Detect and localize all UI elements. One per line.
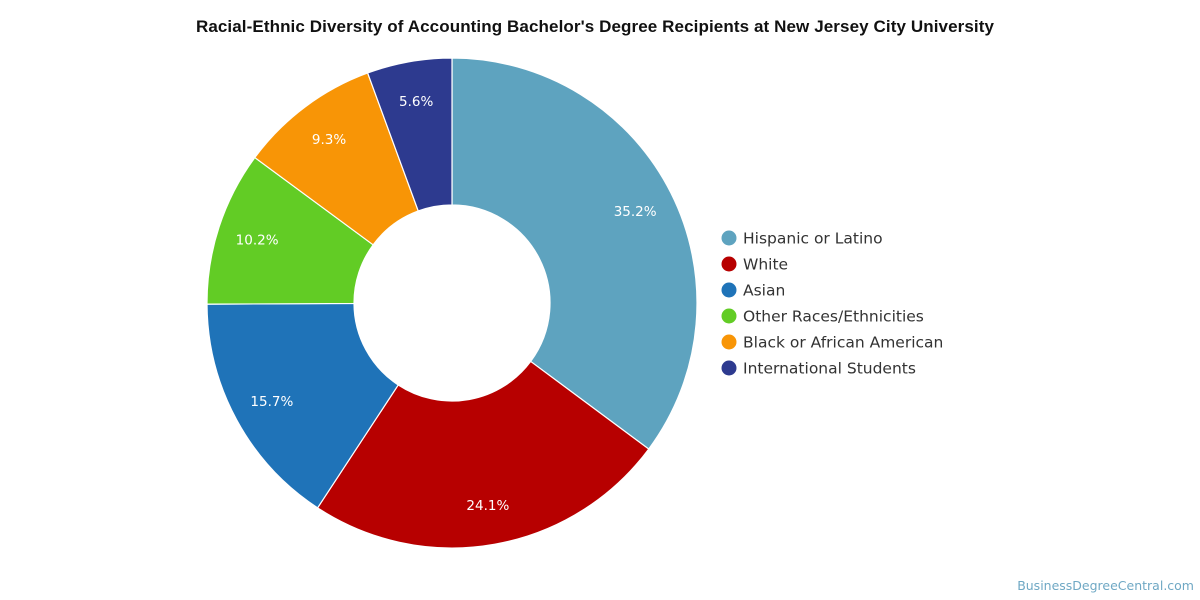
- legend-marker-other-races-ethnicities: [721, 308, 737, 324]
- legend: Hispanic or Latino White Asian Other Races/…: [721, 230, 943, 378]
- slice-hispanic-or-latino: [451, 57, 698, 450]
- slice-white: [316, 360, 650, 549]
- slice-other-races-ethnicities: [206, 156, 374, 305]
- slice-label-asian: 15.7%: [250, 394, 293, 410]
- slice-labels: 35.2% 24.1% 15.7% 10.2% 9.3% 5.6%: [236, 94, 657, 514]
- legend-marker-asian: [721, 282, 737, 298]
- legend-label-white: White: [743, 256, 788, 274]
- legend-label-international-students: International Students: [743, 360, 916, 378]
- legend-marker-black-or-african-american: [721, 334, 737, 350]
- legend-label-black-or-african-american: Black or African American: [743, 334, 943, 352]
- slice-asian: [206, 302, 400, 509]
- legend-marker-hispanic-or-latino: [721, 230, 737, 246]
- legend-label-hispanic-or-latino: Hispanic or Latino: [743, 230, 883, 248]
- donut-slices: [206, 57, 698, 549]
- slice-label-white: 24.1%: [466, 498, 509, 514]
- slice-label-hispanic-or-latino: 35.2%: [614, 204, 657, 220]
- chart-title: Racial-Ethnic Diversity of Accounting Ba…: [195, 17, 995, 36]
- slice-label-international-students: 5.6%: [399, 94, 433, 110]
- legend-marker-white: [721, 256, 737, 272]
- slice-label-other-races-ethnicities: 10.2%: [236, 232, 279, 248]
- legend-label-other-races-ethnicities: Other Races/Ethnicities: [743, 308, 924, 326]
- legend-label-asian: Asian: [743, 282, 785, 300]
- slice-international-students: [366, 57, 453, 212]
- slice-label-black-or-african-american: 9.3%: [312, 132, 346, 148]
- watermark: BusinessDegreeCentral.com: [1017, 578, 1194, 593]
- legend-marker-international-students: [721, 360, 737, 376]
